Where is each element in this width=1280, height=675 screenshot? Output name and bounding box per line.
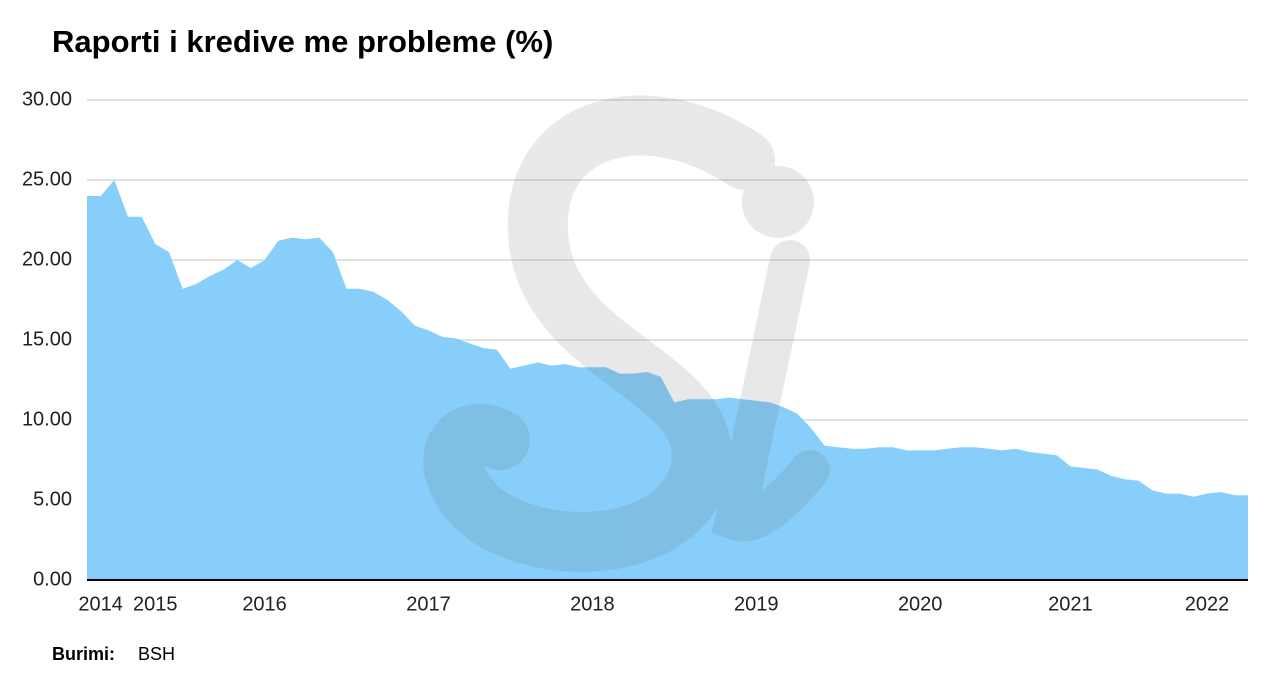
x-tick-label: 2021 [1048,593,1093,615]
plot [87,180,1248,580]
y-tick-label: 5.00 [33,488,72,510]
x-axis: 2014 2015 2016 2017 2018 2019 2020 2021 2022 [78,579,1248,615]
y-tick-label: 20.00 [22,248,72,270]
watermark-logo [423,95,830,572]
x-tick-label: 2018 [570,593,615,615]
x-tick-label: 2019 [734,593,779,615]
x-tick-label: 2017 [406,593,451,615]
x-tick-label: 2020 [898,593,943,615]
y-tick-label: 30.00 [22,88,72,110]
x-tick-label: 2022 [1185,593,1230,615]
x-tick-label: 2016 [242,593,287,615]
y-tick-label: 25.00 [22,168,72,190]
y-tick-label: 10.00 [22,408,72,430]
source-label: Burimi: [52,644,115,664]
area [87,180,1248,580]
y-tick-label: 15.00 [22,328,72,350]
source: BSH [138,644,175,664]
x-tick-label: 2015 [133,593,178,615]
x-tick-label: 2014 [78,593,123,615]
chart-title: Raporti i kredive me probleme (%) [52,24,553,59]
y-tick-label: 0.00 [33,568,72,590]
